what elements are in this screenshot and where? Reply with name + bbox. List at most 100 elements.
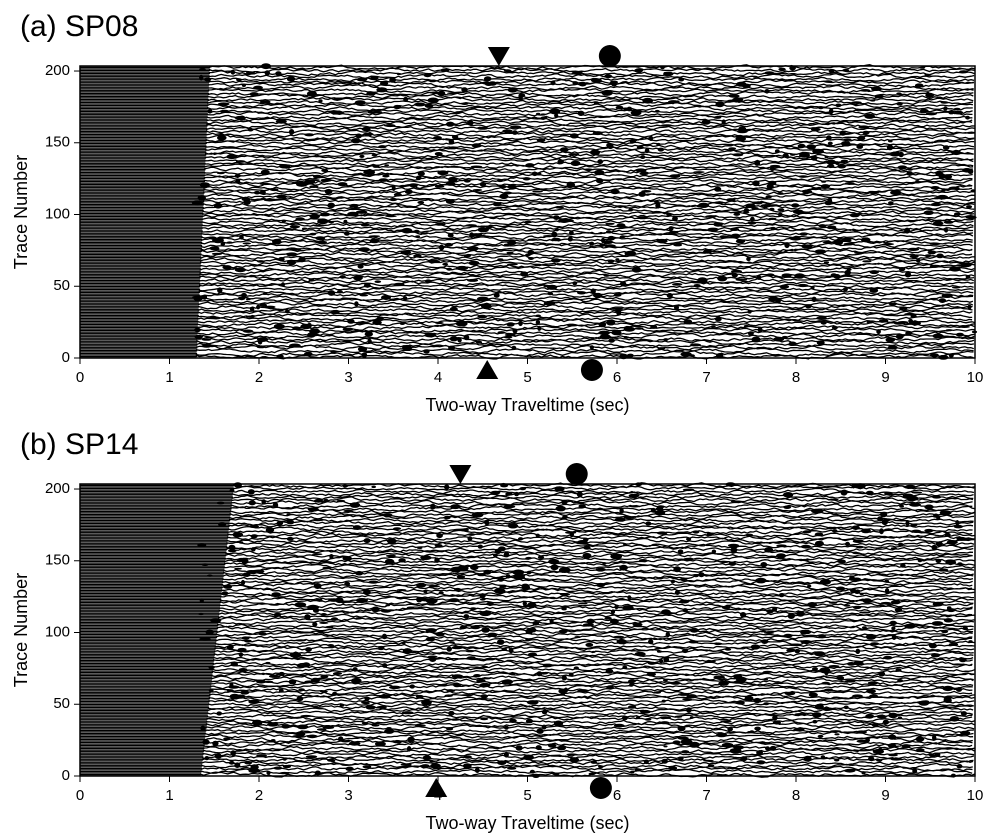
- wiggle-blob: [663, 679, 668, 682]
- wiggle-blob: [486, 601, 494, 606]
- wiggle-blob: [917, 559, 923, 563]
- wiggle-blob: [479, 593, 486, 599]
- wiggle-blob: [602, 562, 607, 565]
- wiggle-blob: [726, 198, 736, 202]
- wiggle-blob: [659, 658, 664, 664]
- wiggle-blob: [642, 97, 654, 104]
- wiggle-blob: [453, 683, 461, 688]
- wiggle-blob: [378, 694, 391, 699]
- wiggle-blob: [457, 565, 469, 572]
- wiggle-blob: [342, 327, 353, 332]
- wiggle-blob: [755, 577, 767, 584]
- wiggle-blob: [309, 328, 321, 335]
- wiggle-blob: [499, 585, 507, 588]
- wiggle-blob: [530, 627, 537, 633]
- wiggle-blob: [332, 691, 338, 696]
- wiggle-blob: [321, 169, 329, 173]
- wiggle-blob: [409, 684, 416, 689]
- wiggle-blob: [474, 767, 480, 773]
- wiggle-blob: [228, 549, 237, 553]
- wiggle-blob: [814, 532, 824, 537]
- wiggle-blob: [844, 679, 856, 683]
- wiggle-blob: [322, 566, 333, 570]
- wiggle-blob: [400, 250, 412, 255]
- x-tick-label: 8: [792, 787, 800, 804]
- wiggle-blob: [440, 68, 450, 72]
- marker-triangle-up: [425, 778, 448, 797]
- wiggle-blob: [595, 567, 606, 571]
- wiggle-blob: [469, 232, 474, 239]
- wiggle-blob: [849, 213, 860, 218]
- wiggle-blob: [623, 326, 635, 332]
- wiggle-blob: [824, 688, 833, 691]
- wiggle-blob: [894, 607, 903, 612]
- wiggle-blob: [897, 165, 908, 170]
- wiggle-blob: [641, 190, 652, 193]
- wiggle-blob: [424, 279, 432, 283]
- wiggle-blob: [615, 105, 624, 110]
- wiggle-blob: [769, 745, 777, 750]
- panel-title: (b) SP14: [20, 428, 138, 461]
- wiggle-blob: [381, 609, 391, 613]
- wiggle-blob: [932, 221, 944, 226]
- wiggle-blob: [640, 153, 646, 156]
- wiggle-blob: [382, 633, 387, 640]
- wiggle-blob: [503, 336, 513, 339]
- wiggle-blob: [259, 303, 268, 308]
- wiggle-blob: [448, 710, 455, 716]
- wiggle-blob: [262, 292, 268, 295]
- wiggle-blob: [448, 598, 460, 603]
- wiggle-blob: [894, 322, 903, 325]
- wiggle-blob: [304, 179, 316, 185]
- wiggle-blob: [256, 346, 266, 349]
- wiggle-blob: [510, 125, 522, 129]
- wiggle-blob: [336, 499, 346, 503]
- wiggle-blob: [416, 583, 427, 588]
- wiggle-blob: [764, 71, 774, 74]
- wiggle-blob: [337, 290, 343, 294]
- wiggle-blob: [351, 677, 362, 684]
- y-axis-label: Trace Number: [11, 155, 31, 269]
- wiggle-blob: [526, 570, 532, 575]
- wiggle-blob: [366, 91, 376, 96]
- wiggle-blob: [800, 640, 812, 644]
- wiggle-blob: [358, 247, 370, 252]
- wiggle-blob: [754, 160, 761, 166]
- wiggle-blob: [242, 329, 254, 333]
- wiggle-blob: [777, 208, 785, 212]
- wiggle-blob: [754, 541, 762, 545]
- wiggle-blob: [674, 590, 681, 595]
- wiggle-blob: [711, 549, 717, 554]
- wiggle-blob: [259, 100, 271, 104]
- wiggle-blob: [632, 266, 641, 273]
- wiggle-blob: [721, 605, 731, 610]
- wiggle-blob: [415, 235, 421, 238]
- wiggle-blob: [589, 149, 601, 156]
- wiggle-blob: [518, 93, 526, 98]
- wiggle-blob: [943, 220, 954, 224]
- wiggle-blob: [798, 175, 808, 178]
- wiggle-blob: [208, 236, 217, 240]
- wiggle-blob: [927, 250, 937, 255]
- wiggle-blob: [248, 500, 256, 506]
- wiggle-blob: [717, 275, 728, 282]
- wiggle-blob: [884, 588, 890, 594]
- wiggle-blob: [931, 621, 944, 626]
- wiggle-blob: [930, 202, 942, 207]
- wiggle-blob: [464, 179, 471, 183]
- wiggle-blob: [535, 320, 541, 325]
- wiggle-blob: [784, 242, 790, 249]
- wiggle-blob: [524, 220, 532, 224]
- wiggle-blob: [888, 753, 898, 757]
- wiggle-blob: [859, 592, 864, 596]
- wiggle-blob: [944, 228, 949, 233]
- wiggle-blob: [747, 310, 752, 314]
- wiggle-blob: [763, 702, 770, 706]
- wiggle-blob: [939, 510, 952, 516]
- wiggle-blob: [670, 681, 681, 685]
- wiggle-blob: [663, 656, 670, 663]
- wiggle-blob: [862, 626, 867, 629]
- wiggle-blob: [959, 70, 969, 74]
- wiggle-blob: [686, 707, 692, 713]
- wiggle-blob: [730, 269, 743, 273]
